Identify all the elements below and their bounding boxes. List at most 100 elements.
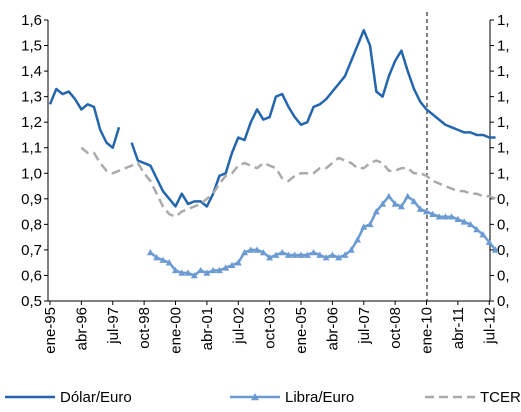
point-marker bbox=[341, 251, 349, 258]
y2-tick-label: 1, bbox=[497, 89, 510, 106]
x-tick-label: ene-10 bbox=[419, 307, 436, 354]
point-marker bbox=[209, 266, 217, 274]
point-marker bbox=[429, 210, 437, 217]
point-marker bbox=[435, 213, 443, 220]
y2-tick-label: 1, bbox=[497, 12, 510, 29]
point-marker bbox=[492, 246, 500, 253]
point-marker bbox=[372, 208, 380, 215]
point-marker bbox=[272, 251, 280, 258]
point-marker bbox=[347, 246, 355, 253]
y2-tick-label: 0, bbox=[497, 242, 510, 259]
point-marker bbox=[197, 266, 205, 274]
x-tick-label: abr-06 bbox=[324, 307, 341, 350]
point-marker bbox=[153, 254, 161, 261]
point-marker bbox=[253, 246, 261, 253]
point-marker bbox=[460, 218, 468, 225]
y-tick-label: 0,6 bbox=[21, 267, 42, 284]
point-marker bbox=[441, 213, 449, 220]
x-tick-label: jul-97 bbox=[105, 307, 122, 345]
y2-tick-label: 0, bbox=[497, 267, 510, 284]
point-marker bbox=[328, 251, 336, 258]
point-marker bbox=[291, 251, 299, 258]
y2-tick-label: 0, bbox=[497, 216, 510, 233]
y-tick-label: 1,2 bbox=[21, 114, 42, 131]
point-marker bbox=[473, 225, 481, 233]
y-tick-label: 1,0 bbox=[21, 165, 42, 182]
x-tick-label: jul-12 bbox=[481, 307, 498, 345]
legend-marker bbox=[251, 393, 259, 401]
point-marker bbox=[385, 192, 393, 200]
y2-tick-label: 0, bbox=[497, 293, 510, 310]
point-marker bbox=[297, 251, 305, 258]
point-marker bbox=[184, 269, 192, 276]
point-marker bbox=[172, 266, 180, 274]
point-marker bbox=[234, 259, 242, 266]
point-marker bbox=[159, 256, 167, 263]
point-marker bbox=[284, 251, 292, 258]
point-marker bbox=[404, 192, 412, 200]
point-marker bbox=[423, 208, 431, 215]
point-marker bbox=[247, 246, 255, 253]
point-marker bbox=[479, 231, 487, 238]
y-tick-label: 1,1 bbox=[21, 140, 42, 157]
point-marker bbox=[146, 248, 154, 256]
x-tick-label: oct-03 bbox=[262, 307, 279, 349]
y-tick-label: 0,9 bbox=[21, 191, 42, 208]
series-line bbox=[149, 195, 497, 277]
y2-tick-label: 1, bbox=[497, 140, 510, 157]
y2-tick-label: 1, bbox=[497, 63, 510, 80]
y-tick-label: 0,5 bbox=[21, 293, 42, 310]
point-marker bbox=[410, 197, 418, 205]
point-marker bbox=[215, 266, 223, 274]
point-marker bbox=[165, 259, 173, 266]
y-tick-label: 0,8 bbox=[21, 216, 42, 233]
y-tick-label: 1,5 bbox=[21, 38, 42, 55]
point-marker bbox=[366, 220, 374, 228]
x-tick-label: abr-96 bbox=[73, 307, 90, 350]
point-marker bbox=[222, 264, 230, 271]
x-tick-label: oct-98 bbox=[136, 307, 153, 349]
point-marker bbox=[335, 254, 343, 261]
y-tick-label: 1,4 bbox=[21, 63, 42, 80]
point-marker bbox=[310, 248, 318, 256]
x-tick-label: oct-08 bbox=[387, 307, 404, 349]
y2-tick-label: 0, bbox=[497, 191, 510, 208]
point-marker bbox=[466, 220, 474, 228]
point-marker bbox=[178, 269, 186, 276]
series-line bbox=[80, 146, 497, 218]
series-line bbox=[48, 28, 496, 208]
point-marker bbox=[241, 248, 249, 256]
x-tick-label: ene-95 bbox=[42, 307, 59, 354]
point-marker bbox=[379, 200, 387, 207]
point-marker bbox=[322, 254, 330, 261]
point-marker bbox=[454, 215, 462, 223]
x-tick-label: ene-05 bbox=[293, 307, 310, 354]
point-marker bbox=[228, 261, 236, 269]
point-marker bbox=[203, 269, 211, 276]
point-marker bbox=[360, 223, 368, 230]
point-marker bbox=[303, 251, 311, 258]
x-tick-label: jul-07 bbox=[356, 307, 373, 345]
y-tick-label: 1,3 bbox=[21, 89, 42, 106]
point-marker bbox=[266, 254, 274, 261]
point-marker bbox=[391, 200, 399, 207]
point-marker bbox=[353, 236, 361, 243]
x-tick-label: abr-01 bbox=[199, 307, 216, 350]
x-tick-label: ene-00 bbox=[168, 307, 185, 354]
y-tick-label: 0,7 bbox=[21, 242, 42, 259]
y2-tick-label: 1, bbox=[497, 114, 510, 131]
y2-tick-label: 1, bbox=[497, 38, 510, 55]
legend-label: TCER bbox=[480, 389, 521, 406]
x-tick-label: abr-11 bbox=[450, 307, 467, 349]
point-marker bbox=[278, 248, 286, 256]
point-marker bbox=[416, 205, 424, 212]
point-marker bbox=[485, 238, 493, 246]
point-marker bbox=[448, 213, 456, 220]
point-marker bbox=[190, 271, 198, 279]
legend-label: Libra/Euro bbox=[285, 389, 354, 406]
x-tick-label: jul-02 bbox=[230, 307, 247, 345]
legend-label: Dólar/Euro bbox=[60, 389, 132, 406]
point-marker bbox=[259, 248, 267, 256]
y2-tick-label: 1, bbox=[497, 165, 510, 182]
